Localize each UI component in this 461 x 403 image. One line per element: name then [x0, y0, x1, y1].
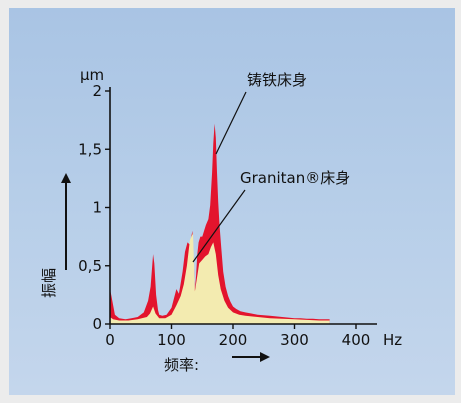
x-tick-label: 400 — [342, 331, 371, 349]
annotation-leader-cast-iron — [215, 91, 247, 155]
y-tick-label: 1,5 — [78, 140, 102, 158]
y-axis-title: 振幅 — [40, 268, 58, 298]
series-area-cast-iron — [110, 123, 330, 324]
y-tick-label: 1 — [92, 199, 102, 217]
tick-layer: 0 100 200 300 400 0 0,5 1 1,5 2 — [78, 82, 370, 349]
chart-panel — [9, 8, 455, 395]
series-area-granitan — [110, 233, 330, 324]
annotation-label-granitan: Granitan®床身 — [240, 169, 350, 187]
x-tick-label: 0 — [105, 331, 115, 349]
y-unit-label: μm — [80, 66, 104, 84]
annotation-label-cast-iron: 铸铁床身 — [247, 71, 307, 89]
x-tick-label: 300 — [280, 331, 309, 349]
y-tick-label: 0 — [92, 315, 102, 333]
x-unit-label: Hz — [383, 331, 402, 349]
x-axis-title: 频率: — [164, 356, 199, 374]
y-tick-label: 2 — [92, 82, 102, 100]
annotation-leader-granitan — [192, 189, 246, 263]
x-tick-label: 100 — [157, 331, 186, 349]
y-tick-label: 0,5 — [78, 257, 102, 275]
series-layer — [110, 123, 330, 324]
x-tick-label: 200 — [219, 331, 248, 349]
